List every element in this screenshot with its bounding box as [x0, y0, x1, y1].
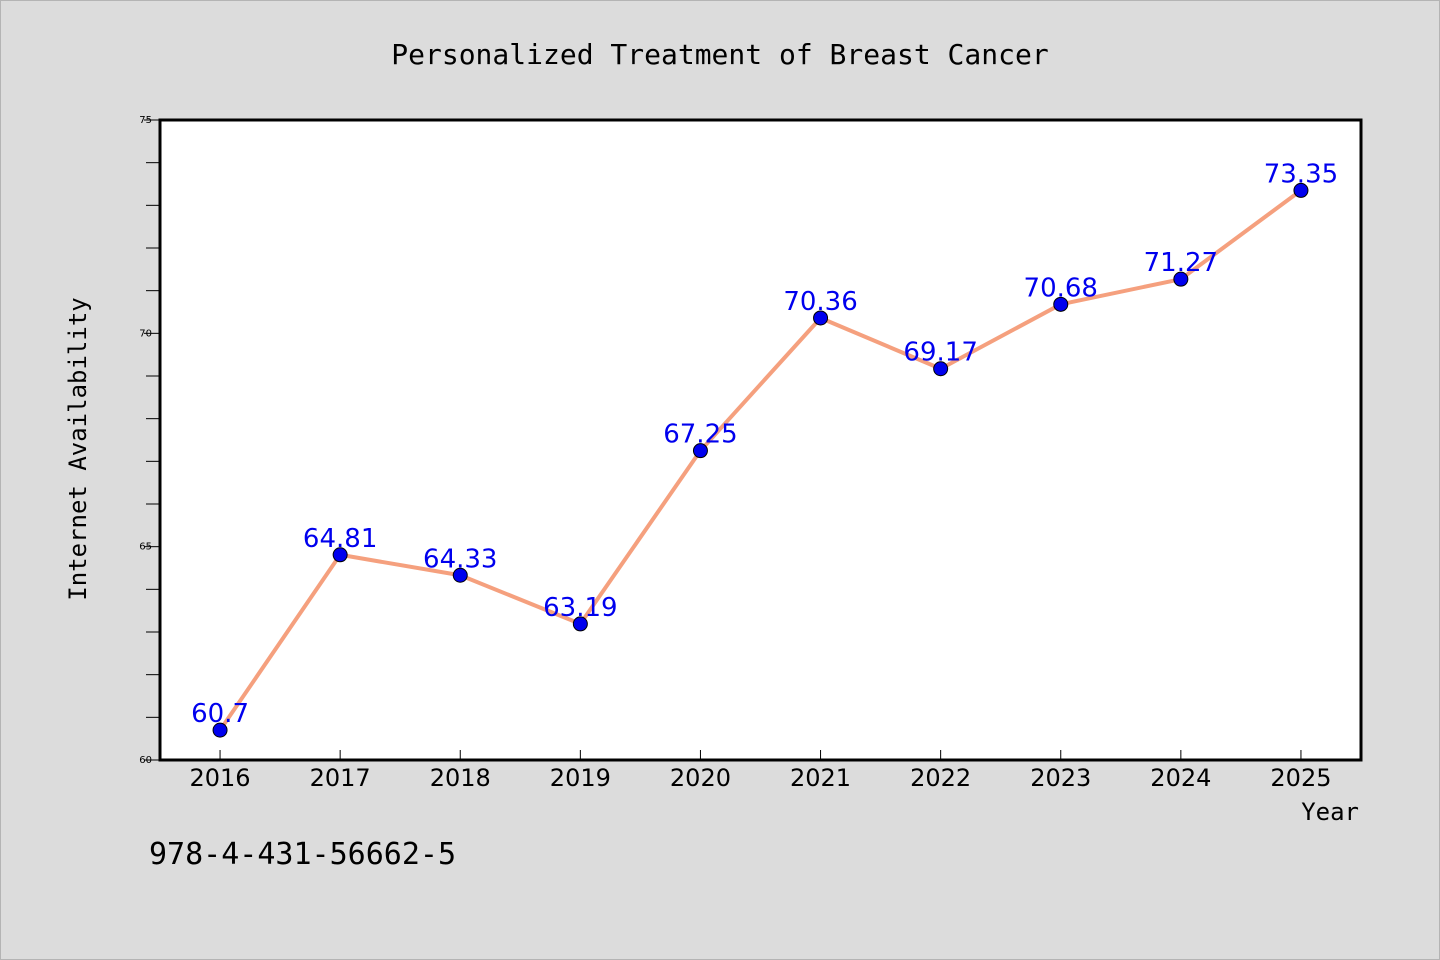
data-label: 70.68 — [1024, 273, 1098, 303]
x-tick-label: 2018 — [430, 764, 491, 792]
data-point-marker — [933, 361, 949, 377]
y-tick-label: 60 — [139, 755, 152, 766]
data-label: 69.17 — [903, 338, 977, 368]
chart-title: Personalized Treatment of Breast Cancer — [391, 38, 1048, 71]
data-point-marker — [1053, 296, 1069, 312]
series-line-group — [218, 188, 1303, 733]
data-labels-group: 60.7 64.81 64.33 63.19 67.25 70.36 69.17 70.68 7… — [191, 159, 1338, 729]
annotation-text: 978-4-431-56662-5 — [149, 837, 456, 872]
data-label: 64.33 — [423, 544, 497, 574]
data-point-marker — [332, 547, 348, 563]
data-point-marker — [1173, 271, 1189, 287]
x-tick-label: 2017 — [310, 764, 371, 792]
x-axis-label: Year — [1301, 798, 1359, 826]
data-label: 60.7 — [191, 699, 249, 729]
x-tick-label: 2016 — [190, 764, 251, 792]
x-tick-label: 2022 — [910, 764, 971, 792]
data-point-marker — [212, 722, 228, 738]
data-point-marker — [1293, 182, 1309, 198]
data-label: 73.35 — [1264, 159, 1338, 189]
y-tick-label: 65 — [139, 542, 152, 553]
data-label: 64.81 — [303, 524, 377, 554]
x-tick-label: 2020 — [670, 764, 731, 792]
data-point-marker — [572, 616, 588, 632]
data-label: 67.25 — [663, 420, 737, 450]
plot-area — [158, 118, 1363, 762]
x-tick-label: 2025 — [1270, 764, 1331, 792]
x-tick-label: 2021 — [790, 764, 851, 792]
series-line — [218, 188, 1303, 733]
data-label: 71.27 — [1144, 248, 1218, 278]
y-tick-label: 75 — [139, 115, 152, 126]
data-label: 63.19 — [543, 593, 617, 623]
y-axis-label: Internet Availability — [64, 297, 92, 600]
x-axis: 2016 2017 2018 2019 2020 2021 2022 2023 2024 2025 — [190, 750, 1331, 792]
x-tick-label: 2024 — [1150, 764, 1211, 792]
data-point-marker — [452, 567, 468, 583]
data-point-marker — [692, 443, 708, 459]
y-tick-label: 70 — [139, 328, 152, 339]
markers-group — [212, 182, 1309, 738]
data-label: 70.36 — [783, 287, 857, 317]
y-axis: 60 65 70 75 — [139, 115, 160, 766]
data-point-marker — [813, 310, 829, 326]
x-tick-label: 2019 — [550, 764, 611, 792]
x-tick-label: 2023 — [1030, 764, 1091, 792]
